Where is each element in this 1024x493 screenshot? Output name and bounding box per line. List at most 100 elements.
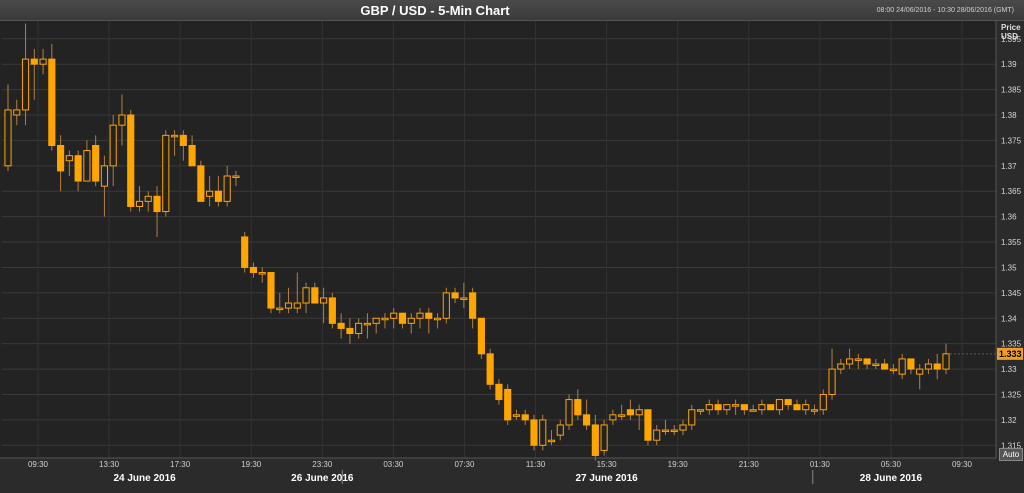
candle-up [442, 292, 450, 319]
candle-up [276, 307, 284, 311]
x-axis: 09:30 13:30 17:30 19:30 23:30 03:30 07:30 11:30… [0, 457, 996, 484]
x-tick-label: 01:30 [810, 460, 831, 469]
candle-down [477, 317, 485, 355]
candle-down [425, 312, 433, 319]
candle-down [644, 409, 652, 441]
candle-down [241, 236, 249, 268]
candle-down [740, 404, 748, 411]
candle-up [39, 58, 47, 65]
candle-up [854, 358, 862, 361]
grid [2, 21, 996, 458]
candles [4, 23, 950, 461]
x-tick-label: 19:30 [668, 460, 689, 469]
candle-up [846, 358, 854, 365]
date-range: 08:00 24/06/2016 - 10:30 28/06/2016 (GMT… [876, 7, 1014, 14]
y-tick-label: 1.38 [1001, 111, 1017, 120]
y-tick-label: 1.325 [1001, 390, 1022, 399]
date-label: 27 June 2016 [575, 473, 638, 484]
candle-down [591, 424, 599, 456]
candle-up [433, 317, 442, 321]
date-label: 24 June 2016 [113, 473, 176, 484]
candle-down [469, 292, 477, 319]
candle-up [206, 190, 214, 197]
candle-down [793, 404, 801, 411]
y-tick-label: 1.355 [1001, 238, 1022, 247]
candle-down [714, 404, 722, 411]
candle-up [600, 424, 608, 451]
candle-up [924, 363, 933, 370]
candle-down [92, 144, 100, 182]
candle-up [679, 424, 687, 431]
candle-up [539, 419, 547, 446]
candle-up [828, 368, 836, 395]
auto-scale-button[interactable]: Auto [999, 448, 1023, 461]
candle-up [618, 414, 626, 417]
candle-up [363, 322, 371, 326]
candle-down [784, 399, 792, 406]
candle-up [670, 429, 678, 433]
candle-up [100, 165, 108, 187]
y-tick-label: 1.36 [1001, 213, 1017, 222]
x-tick-label: 05:30 [881, 460, 902, 469]
y-axis: 1.315 1.32 1.325 1.33 1.335 1.34 1.345 1.35 1.35… [950, 21, 1023, 458]
candle-up [942, 353, 950, 370]
candle-down [57, 144, 65, 172]
candle-down [30, 58, 38, 65]
candle-up [661, 429, 670, 433]
candle-up [609, 414, 617, 421]
candle-up [170, 134, 179, 138]
x-tick-label: 09:30 [952, 460, 973, 469]
currency-axis-label: USD [1001, 32, 1018, 41]
candle-up [898, 358, 906, 375]
y-tick-label: 1.39 [1001, 60, 1017, 69]
y-tick-label: 1.315 [1001, 441, 1022, 450]
candle-up [21, 58, 30, 111]
candle-up [355, 322, 363, 335]
candle-down [153, 195, 161, 213]
candle-up [556, 424, 564, 436]
y-tick-label: 1.375 [1001, 136, 1022, 145]
candle-up [135, 200, 144, 207]
candle-up [758, 404, 766, 411]
candle-down [127, 114, 135, 207]
candle-up [775, 399, 784, 411]
y-tick-label: 1.345 [1001, 289, 1022, 298]
candle-down [74, 155, 82, 182]
candle-down [530, 419, 538, 446]
candle-up [416, 312, 424, 319]
x-tick-label: 13:30 [99, 460, 120, 469]
x-tick-label: 03:30 [383, 460, 404, 469]
candle-down [933, 363, 941, 370]
candle-up [390, 312, 398, 319]
x-tick-label: 07:30 [454, 460, 475, 469]
candle-down [398, 312, 407, 324]
candle-up [837, 363, 845, 370]
y-tick-label: 1.35 [1001, 263, 1017, 272]
x-tick-label: 21:30 [739, 460, 760, 469]
candle-up [688, 409, 696, 426]
candle-down [311, 287, 319, 304]
price-axis-label: Price [1001, 23, 1021, 32]
x-tick-label: 09:30 [28, 460, 49, 469]
last-price-marker [997, 347, 1023, 360]
date-label: 26 June 2016 [291, 473, 354, 484]
y-tick-label: 1.37 [1001, 162, 1017, 171]
candle-down [197, 165, 205, 202]
candle-up [223, 175, 231, 202]
candle-up [705, 404, 713, 411]
candle-up [653, 429, 661, 441]
candle-up [4, 109, 12, 167]
candle-up [258, 272, 266, 275]
candle-up [723, 404, 731, 411]
candle-up [810, 409, 819, 412]
title-bar: GBP / USD - 5-Min Chart 08:00 24/06/2016… [0, 0, 1024, 21]
x-tick-label: 23:30 [312, 460, 333, 469]
x-tick-label: 11:30 [526, 460, 546, 469]
candle-up [13, 109, 21, 116]
candle-up [65, 155, 73, 162]
candle-up [372, 317, 380, 324]
candle-up [916, 368, 924, 375]
candle-up [696, 409, 705, 412]
